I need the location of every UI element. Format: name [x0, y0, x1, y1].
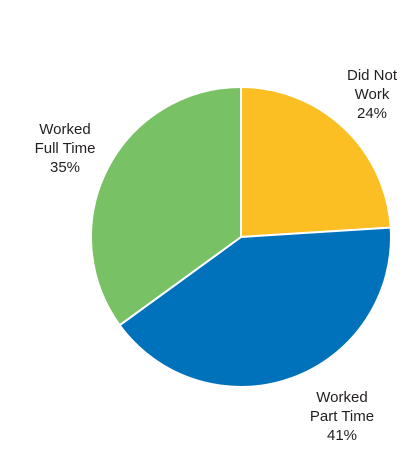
pie-slices — [90, 86, 392, 388]
slice-percent-2: 35% — [50, 159, 80, 176]
slice-label-1: Worked Part Time 41% — [310, 389, 374, 444]
slice-label-0: Did Not Work 24% — [347, 67, 398, 122]
slice-name-line-2-1: Full Time — [35, 140, 96, 157]
slice-name-line-0-1: Work — [355, 86, 390, 103]
slice-name-line-1-1: Part Time — [310, 408, 374, 425]
slice-label-2: Worked Full Time 35% — [35, 121, 96, 176]
slice-name-line-1-0: Worked — [316, 389, 367, 406]
pie-slice-0 — [240, 86, 392, 238]
pie-slice-2 — [90, 86, 242, 327]
slice-percent-1: 41% — [327, 427, 357, 444]
slice-percent-0: 24% — [357, 105, 387, 122]
slice-name-line-0-0: Did Not — [347, 67, 398, 84]
slice-name-line-2-0: Worked — [39, 121, 90, 138]
pie-slice-1 — [118, 226, 392, 388]
pie-labels: Did Not Work 24% Worked Part Time 41% Worked Fu… — [35, 67, 398, 444]
